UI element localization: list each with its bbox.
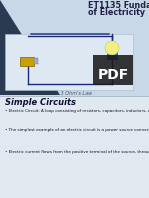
Text: of Electricity: of Electricity xyxy=(88,8,145,17)
Circle shape xyxy=(105,41,119,55)
Bar xyxy=(20,57,34,66)
Polygon shape xyxy=(0,0,60,95)
Text: • Electric Circuit: A loop consisting of resistors, capacitors, inductors, diode: • Electric Circuit: A loop consisting of… xyxy=(5,109,149,113)
Bar xyxy=(34,58,38,64)
Text: ET1135 Fundamentals: ET1135 Fundamentals xyxy=(88,1,149,10)
FancyBboxPatch shape xyxy=(93,55,133,85)
Text: Simple Circuits: Simple Circuits xyxy=(5,98,76,107)
FancyBboxPatch shape xyxy=(0,96,149,198)
Text: 1.3 Ohm's Law: 1.3 Ohm's Law xyxy=(56,91,92,96)
FancyBboxPatch shape xyxy=(5,34,133,90)
Bar xyxy=(107,51,117,59)
Text: • The simplest example of an electric circuit is a power source connected to a r: • The simplest example of an electric ci… xyxy=(5,128,149,132)
Text: • Electric current flows from the positive terminal of the source, through the w: • Electric current flows from the positi… xyxy=(5,150,149,154)
Text: PDF: PDF xyxy=(97,68,129,82)
FancyBboxPatch shape xyxy=(0,0,149,95)
